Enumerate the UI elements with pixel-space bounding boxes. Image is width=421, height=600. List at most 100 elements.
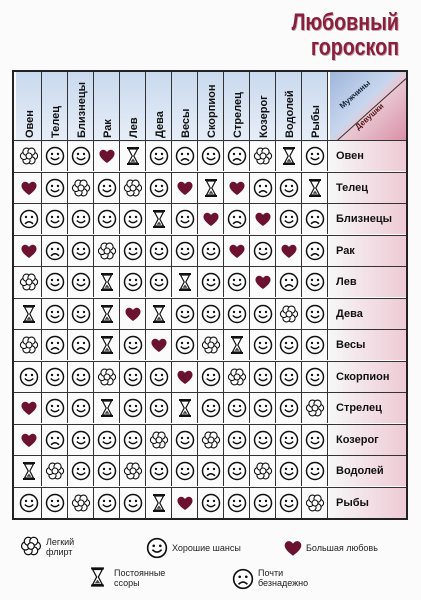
happy-icon: [172, 330, 198, 360]
sad-icon: [172, 141, 198, 171]
flower-icon: [146, 424, 172, 455]
legend-flower-label: Легкий флирт: [46, 537, 75, 557]
hourglass-icon: [146, 204, 172, 234]
hourglass-icon: [224, 330, 250, 360]
table-row: Скорпион: [14, 360, 406, 392]
table-row: Лев: [14, 266, 406, 297]
happy-icon: [276, 172, 302, 203]
legend-sad-label: Почти безнадежно: [258, 568, 309, 588]
happy-icon: [120, 393, 146, 423]
happy-icon: [302, 424, 328, 455]
column-label: Дева: [153, 111, 166, 138]
happy-icon: [68, 141, 94, 171]
corner-women-label: Девушки: [353, 101, 386, 132]
row-label: Водолей: [330, 456, 406, 486]
happy-icon: [68, 235, 94, 266]
happy-icon: [224, 424, 250, 455]
flower-icon: [68, 172, 94, 203]
happy-icon: [276, 204, 302, 234]
happy-icon: [42, 172, 68, 203]
hourglass-icon: [172, 267, 198, 297]
table-row: Козерог: [14, 423, 406, 455]
row-label: Стрелец: [330, 393, 406, 423]
title-line-2: гороскоп: [310, 34, 399, 61]
hourglass-icon: [94, 267, 120, 297]
column-label: Лев: [127, 117, 140, 138]
happy-icon: [68, 456, 94, 486]
happy-icon: [198, 141, 224, 171]
column-label: Телец: [49, 105, 62, 138]
happy-icon: [276, 330, 302, 360]
happy-icon: [146, 172, 172, 203]
happy-icon: [224, 393, 250, 423]
happy-icon: [94, 456, 120, 486]
flower-icon: [224, 361, 250, 392]
happy-icon: [172, 204, 198, 234]
happy-icon: [302, 298, 328, 329]
sad-icon: [42, 424, 68, 455]
hourglass-icon: [94, 330, 120, 360]
happy-icon: [120, 424, 146, 455]
happy-icon: [172, 298, 198, 329]
sad-icon: [42, 330, 68, 360]
heart-icon: [172, 487, 198, 518]
hourglass-icon: [120, 141, 146, 171]
page-title: Любовный гороскоп: [292, 10, 399, 60]
happy-icon: [276, 487, 302, 518]
row-label: Лев: [330, 267, 406, 297]
heart-icon: [224, 235, 250, 266]
column-header-2: Телец: [42, 72, 68, 142]
happy-icon: [94, 204, 120, 234]
column-header: Овен Телец Близнецы Рак Лев Дева Весы Скорпион С…: [14, 72, 330, 142]
legend-hourglass-label: Постоянные ссоры: [114, 568, 166, 588]
table-row: Весы: [14, 329, 406, 360]
happy-icon: [250, 298, 276, 329]
heart-icon: [224, 172, 250, 203]
happy-icon: [276, 456, 302, 486]
column-header-3: Близнецы: [68, 72, 94, 142]
row-label: Весы: [330, 330, 406, 360]
column-header-4: Рак: [94, 72, 120, 142]
row-label: Рыбы: [330, 487, 406, 518]
title-line-1: Любовный: [291, 9, 399, 36]
heart-icon: [16, 172, 42, 203]
happy-icon: [146, 361, 172, 392]
corner-cell: Мужчины Девушки: [330, 72, 406, 143]
horoscope-table: Овен Телец Близнецы Рак Лев Дева Весы Скорпион С…: [12, 70, 408, 520]
happy-icon: [276, 361, 302, 392]
flower-icon: [198, 424, 224, 455]
heart-icon: [250, 267, 276, 297]
legend-heart-label: Большая любовь: [306, 543, 378, 553]
happy-icon: [146, 456, 172, 486]
column-header-1: Овен: [16, 72, 42, 142]
heart-icon: [146, 330, 172, 360]
heart-icon: [16, 424, 42, 455]
flower-icon: [276, 298, 302, 329]
heart-icon: [94, 141, 120, 171]
happy-icon: [302, 456, 328, 486]
happy-icon: [94, 424, 120, 455]
happy-icon: [198, 487, 224, 518]
happy-icon: [68, 361, 94, 392]
row-label: Козерог: [330, 424, 406, 455]
legend-flower-icon: [20, 535, 42, 562]
table-row: Стрелец: [14, 392, 406, 423]
happy-icon: [224, 298, 250, 329]
happy-icon: [16, 361, 42, 392]
flower-icon: [120, 172, 146, 203]
column-header-9: Стрелец: [224, 72, 250, 142]
flower-icon: [302, 487, 328, 518]
hourglass-icon: [94, 393, 120, 423]
happy-icon: [42, 487, 68, 518]
happy-icon: [42, 361, 68, 392]
column-header-6: Дева: [146, 72, 172, 142]
flower-icon: [250, 141, 276, 171]
happy-icon: [250, 235, 276, 266]
happy-icon: [146, 267, 172, 297]
happy-icon: [224, 487, 250, 518]
happy-icon: [250, 330, 276, 360]
row-label: Близнецы: [330, 204, 406, 234]
column-header-12: Рыбы: [302, 72, 328, 142]
column-label: Близнецы: [75, 81, 88, 138]
heart-icon: [16, 393, 42, 423]
